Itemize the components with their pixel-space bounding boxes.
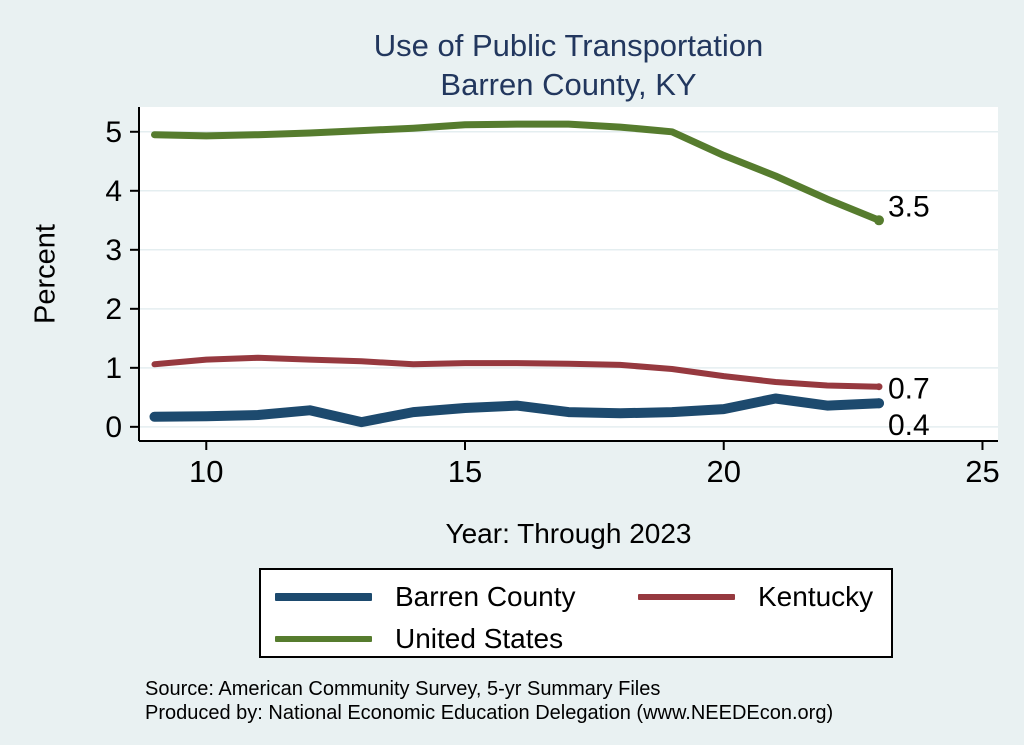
source-note: Source: American Community Survey, 5-yr … bbox=[145, 677, 833, 725]
chart-title-line1: Use of Public Transportation bbox=[373, 28, 764, 63]
legend-entry-united-states: United States bbox=[275, 622, 563, 656]
legend-entry-kentucky: Kentucky bbox=[638, 580, 873, 614]
series-end-dot-united-states bbox=[873, 215, 884, 226]
series-end-dot-barren-county bbox=[873, 398, 884, 409]
x-axis-title: Year: Through 2023 bbox=[445, 518, 692, 549]
series-end-dot-kentucky bbox=[875, 383, 883, 391]
x-tick-label-25: 25 bbox=[965, 454, 999, 489]
series-line-kentucky bbox=[151, 354, 882, 390]
end-value-label-united-states: 3.5 bbox=[888, 190, 930, 223]
chart-legend: Barren County Kentucky United States bbox=[259, 568, 893, 658]
legend-label-united-states: United States bbox=[395, 623, 564, 654]
series-line-barren-county bbox=[149, 393, 884, 428]
end-value-label-kentucky: 0.7 bbox=[888, 373, 930, 406]
legend-label-kentucky: Kentucky bbox=[758, 581, 874, 612]
chart-title-line2: Barren County, KY bbox=[440, 67, 697, 102]
source-line: Source: American Community Survey, 5-yr … bbox=[145, 678, 661, 700]
y-tick-label-4: 4 bbox=[105, 175, 122, 208]
y-tick-label-1: 1 bbox=[105, 352, 122, 385]
legend-entry-barren-county: Barren County bbox=[275, 580, 576, 614]
legend-swatch-united-states bbox=[275, 636, 372, 642]
y-tick-label-0: 0 bbox=[105, 411, 122, 444]
legend-label-barren-county: Barren County bbox=[395, 581, 576, 612]
plot-background bbox=[139, 107, 998, 441]
x-tick-label-10: 10 bbox=[189, 454, 223, 489]
series-line-united-states bbox=[151, 120, 883, 224]
y-tick-label-5: 5 bbox=[105, 116, 122, 149]
legend-swatch-kentucky bbox=[638, 594, 735, 600]
produced-by-line: Produced by: National Economic Education… bbox=[145, 702, 834, 724]
x-tick-label-15: 15 bbox=[448, 454, 482, 489]
end-value-label-barren-county: 0.4 bbox=[888, 409, 930, 442]
legend-swatch-barren-county bbox=[275, 593, 372, 601]
chart-title: Use of Public Transportation Barren Coun… bbox=[139, 26, 998, 104]
y-tick-label-3: 3 bbox=[105, 234, 122, 267]
x-tick-label-20: 20 bbox=[706, 454, 740, 489]
y-tick-label-2: 2 bbox=[105, 293, 122, 326]
